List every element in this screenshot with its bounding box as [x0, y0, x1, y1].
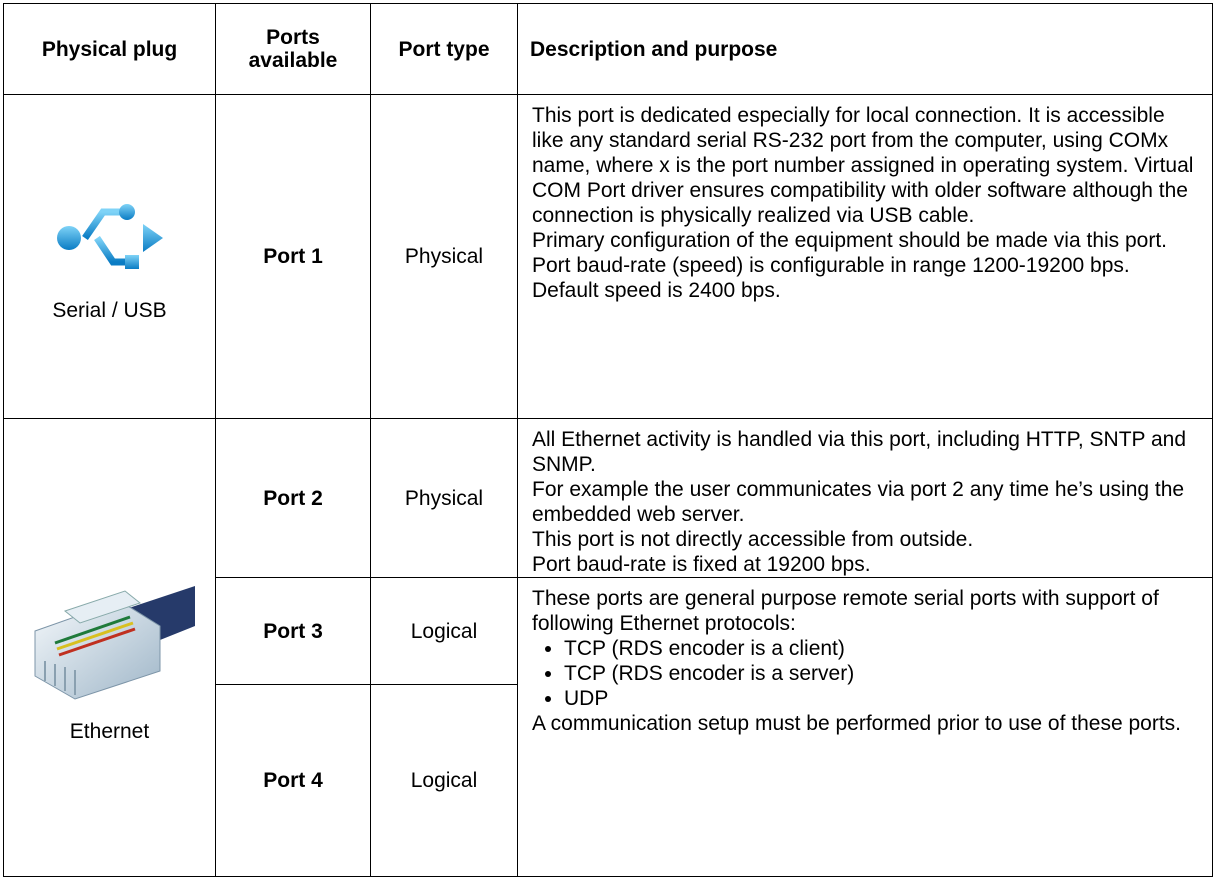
type-cell: Logical — [370, 684, 518, 877]
description-cell: All Ethernet activity is handled via thi… — [517, 418, 1213, 578]
paragraph: For example the user communicates via po… — [532, 478, 1185, 526]
type-cell: Physical — [370, 418, 518, 578]
row: Port 4 Logical — [4, 684, 1213, 877]
ports-table: Physical plug Ports available Port type … — [3, 3, 1213, 877]
plug-cell: Ethernet — [3, 418, 216, 877]
list-item: TCP (RDS encoder is a client) — [564, 636, 1200, 661]
ethernet-icon — [34, 586, 195, 700]
row: Port 3 Logical These ports are general p… — [4, 577, 1213, 877]
paragraph: Port baud-rate (speed) is configurable i… — [532, 254, 1130, 302]
paragraph: These ports are general purpose remote s… — [532, 587, 1159, 635]
header-cell: Port type — [370, 3, 518, 95]
plug-label: Serial / USB — [52, 299, 167, 322]
paragraph: Port baud-rate is fixed at 19200 bps. — [532, 553, 871, 576]
header-row: Physical plug Ports available Port type … — [3, 3, 1213, 95]
paragraph: This port is not directly accessible fro… — [532, 528, 974, 551]
list-item: TCP (RDS encoder is a server) — [564, 661, 1200, 686]
plug-cell: Serial / USB — [3, 94, 216, 419]
type-cell: Logical — [370, 577, 518, 685]
description-cell: This port is dedicated especially for lo… — [517, 94, 1213, 419]
port-cell: Port 2 — [215, 418, 371, 578]
row: Serial / USB Port 1 Physical This port i… — [3, 94, 1213, 419]
usb-icon — [56, 204, 163, 269]
header-cell: Description and purpose — [517, 3, 1213, 95]
paragraph: Primary configuration of the equipment s… — [532, 229, 1168, 252]
port-cell: Port 3 — [215, 577, 371, 685]
paragraph: All Ethernet activity is handled via thi… — [532, 428, 1187, 476]
plug-label: Ethernet — [69, 720, 150, 743]
description-cell: These ports are general purpose remote s… — [517, 577, 1213, 877]
port-cell: Port 4 — [215, 684, 371, 877]
type-cell: Physical — [370, 94, 518, 419]
header-cell: Physical plug — [3, 3, 216, 95]
protocol-list: TCP (RDS encoder is a client) TCP (RDS e… — [532, 636, 1200, 711]
paragraph: A communication setup must be performed … — [532, 712, 1181, 735]
row: Ethernet Port 2 Physical All Ethernet ac… — [3, 418, 1213, 877]
port-cell: Port 1 — [215, 94, 371, 419]
list-item: UDP — [564, 686, 1200, 711]
header-cell: Ports available — [215, 3, 371, 95]
paragraph: This port is dedicated especially for lo… — [532, 104, 1194, 227]
